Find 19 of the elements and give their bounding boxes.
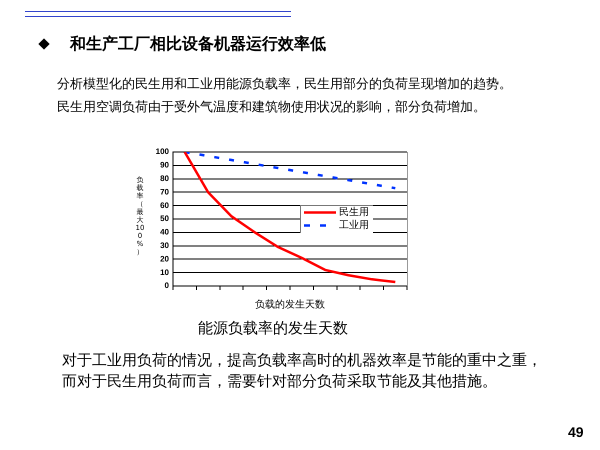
chart-title: 和生产工厂相比设备机器运行效率低 bbox=[70, 34, 326, 55]
y-tick-label: 10 bbox=[160, 268, 170, 277]
text: 对于工业用负荷的情况，提高负载率高时的机器效率是节能的重中之重，而对于民生用负荷而言，需要针对部分负荷采取节能及其他措施。 bbox=[62, 350, 543, 392]
y-tick-label: 80 bbox=[160, 174, 170, 184]
y-tick-label: 30 bbox=[160, 241, 170, 250]
text: 能源负载率的发生天数 bbox=[198, 318, 348, 338]
legend-label: 民生用 bbox=[339, 206, 369, 218]
y-tick-label: 60 bbox=[160, 200, 170, 210]
text: 49 bbox=[568, 424, 584, 441]
y-tick-label: 50 bbox=[160, 214, 170, 224]
x-axis-title: 负载的发生天数 bbox=[255, 298, 325, 311]
legend-label: 工业用 bbox=[339, 219, 369, 232]
y-tick-label: 70 bbox=[160, 187, 170, 196]
chart-subtitle: 分析模型化的民生用和工业用能源负载率，民生用部分的负荷呈现增加的趋势。民生用空调负荷由于受外气温度和建筑物使用状况的影响，部分负荷增加。 bbox=[57, 76, 512, 117]
y-tick-label: 100 bbox=[156, 147, 170, 156]
y-tick-label: 20 bbox=[160, 254, 170, 264]
y-tick-label: 40 bbox=[160, 228, 170, 237]
y-tick-label: 90 bbox=[160, 160, 170, 170]
y-tick-label: 0 bbox=[164, 281, 170, 290]
